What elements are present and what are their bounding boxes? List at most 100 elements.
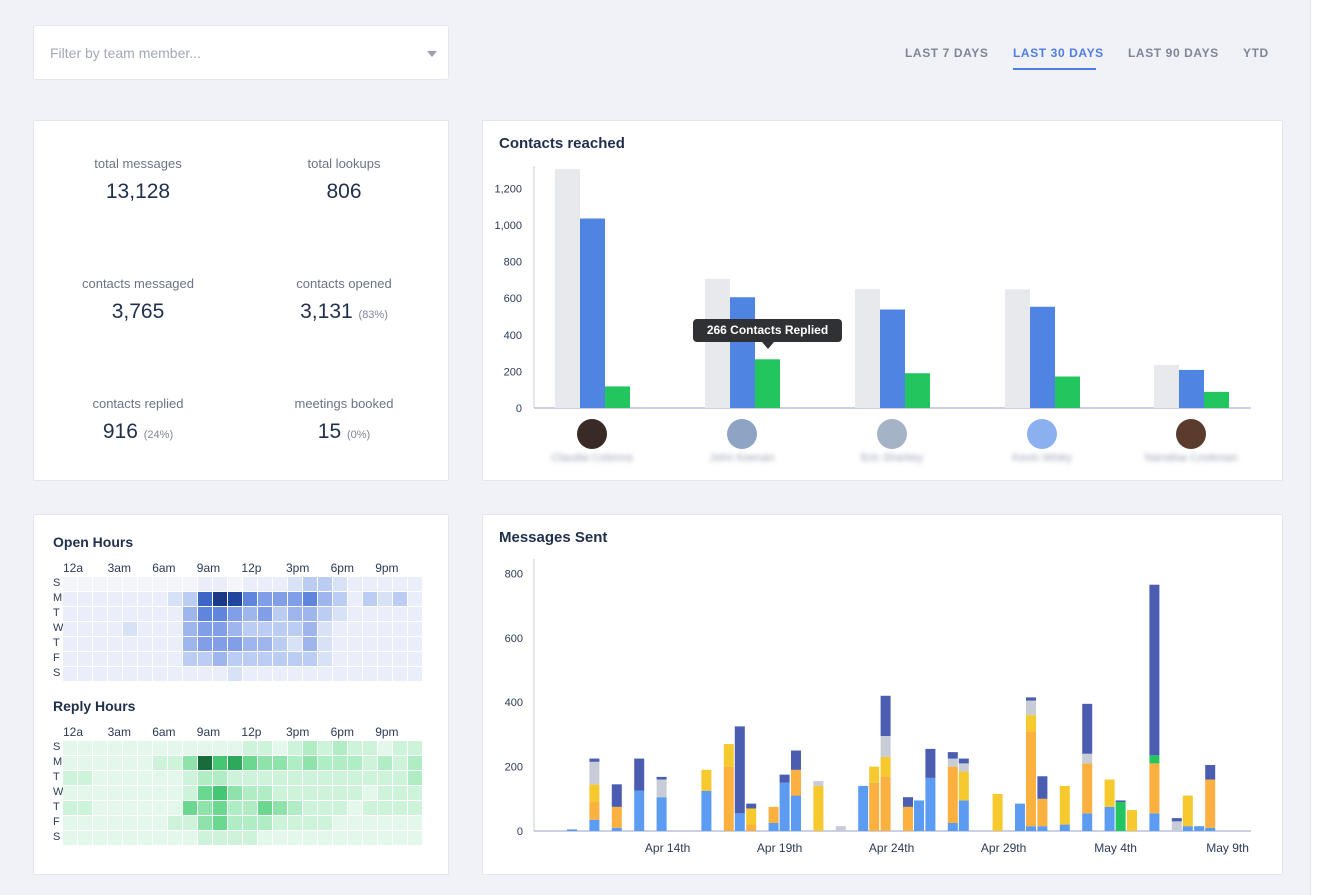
bar-segment-ms_navy[interactable]	[791, 750, 801, 770]
bar-segment-ms_orange[interactable]	[1082, 763, 1093, 814]
bar-segment-ms_blue[interactable]	[1182, 826, 1193, 831]
bar-opened[interactable]	[1030, 306, 1055, 408]
bar-segment-ms_navy[interactable]	[634, 758, 645, 791]
bar-segment-ms_navy[interactable]	[611, 784, 622, 807]
bar-segment-ms_green[interactable]	[1115, 802, 1126, 831]
bar-replied[interactable]	[1055, 376, 1080, 408]
bar-segment-ms_blue[interactable]	[567, 829, 577, 831]
bar-messaged[interactable]	[1005, 289, 1030, 408]
bar-segment-ms_orange[interactable]	[869, 782, 880, 831]
bar-segment-ms_blue[interactable]	[1104, 806, 1115, 831]
avatar[interactable]	[1176, 419, 1206, 449]
bar-segment-ms_yellow[interactable]	[880, 756, 891, 777]
bar-segment-ms_orange[interactable]	[903, 806, 913, 831]
bar-segment-ms_orange[interactable]	[1037, 798, 1048, 827]
bar-segment-ms_orange[interactable]	[611, 806, 622, 828]
chevron-down-icon[interactable]	[427, 51, 437, 57]
bar-messaged[interactable]	[555, 169, 580, 408]
bar-segment-ms_blue[interactable]	[768, 822, 779, 831]
bar-segment-ms_gray[interactable]	[589, 761, 600, 785]
bar-segment-ms_yellow[interactable]	[701, 769, 712, 791]
bar-messaged[interactable]	[855, 289, 880, 408]
bar-opened[interactable]	[580, 218, 605, 408]
bar-segment-ms_yellow[interactable]	[992, 793, 1003, 831]
bar-opened[interactable]	[730, 297, 755, 408]
bar-segment-ms_navy[interactable]	[1149, 584, 1160, 756]
bar-segment-ms_orange[interactable]	[1205, 779, 1216, 828]
bar-segment-ms_navy[interactable]	[1171, 818, 1182, 822]
bar-segment-ms_navy[interactable]	[958, 758, 969, 764]
bar-segment-ms_orange[interactable]	[723, 766, 734, 831]
avatar[interactable]	[877, 419, 907, 449]
bar-segment-ms_navy[interactable]	[746, 803, 757, 809]
bar-segment-ms_yellow[interactable]	[1182, 795, 1193, 827]
bar-segment-ms_navy[interactable]	[656, 776, 667, 780]
bar-segment-ms_orange[interactable]	[1026, 731, 1036, 827]
team-member-filter[interactable]: Filter by team member...	[33, 25, 449, 80]
bar-segment-ms_gray[interactable]	[880, 736, 891, 757]
bar-segment-ms_gray[interactable]	[1026, 700, 1036, 716]
tab-ytd[interactable]: YTD	[1243, 46, 1269, 60]
bar-segment-ms_navy[interactable]	[1115, 800, 1126, 803]
bar-segment-ms_gray[interactable]	[1082, 753, 1093, 764]
bar-messaged[interactable]	[1154, 364, 1179, 408]
bar-segment-ms_navy[interactable]	[947, 752, 958, 759]
bar-segment-ms_blue[interactable]	[1082, 813, 1093, 831]
bar-segment-ms_blue[interactable]	[634, 790, 645, 831]
bar-segment-ms_blue[interactable]	[589, 819, 600, 831]
bar-segment-ms_blue[interactable]	[858, 785, 869, 831]
bar-segment-ms_yellow[interactable]	[1127, 810, 1137, 831]
bar-segment-ms_navy[interactable]	[1026, 697, 1036, 701]
tab-last-7-days[interactable]: LAST 7 DAYS	[905, 46, 989, 60]
bar-segment-ms_blue[interactable]	[958, 800, 969, 831]
bar-segment-ms_blue[interactable]	[611, 827, 622, 831]
bar-segment-ms_orange[interactable]	[768, 806, 779, 823]
bar-opened[interactable]	[1179, 369, 1204, 408]
bar-segment-ms_yellow[interactable]	[958, 771, 969, 801]
bar-segment-ms_blue[interactable]	[1205, 827, 1216, 831]
bar-segment-ms_blue[interactable]	[1026, 826, 1036, 831]
bar-segment-ms_yellow[interactable]	[813, 785, 824, 831]
bar-segment-ms_yellow[interactable]	[1059, 785, 1070, 825]
bar-segment-ms_navy[interactable]	[925, 748, 936, 778]
bar-segment-ms_blue[interactable]	[1149, 813, 1160, 831]
bar-segment-ms_gray[interactable]	[1171, 821, 1182, 831]
bar-segment-ms_green[interactable]	[1149, 755, 1160, 764]
bar-segment-ms_orange[interactable]	[791, 769, 801, 796]
bar-segment-ms_yellow[interactable]	[746, 808, 757, 825]
bar-segment-ms_yellow[interactable]	[723, 744, 734, 767]
avatar[interactable]	[1027, 419, 1057, 449]
tab-last-90-days[interactable]: LAST 90 DAYS	[1128, 46, 1219, 60]
bar-segment-ms_blue[interactable]	[1059, 824, 1070, 831]
bar-opened[interactable]	[880, 309, 905, 408]
bar-segment-ms_blue[interactable]	[779, 782, 790, 831]
bar-messaged[interactable]	[705, 278, 730, 408]
bar-segment-ms_blue[interactable]	[914, 800, 924, 831]
bar-segment-ms_navy[interactable]	[779, 774, 790, 783]
bar-segment-ms_gray[interactable]	[835, 826, 846, 831]
tab-last-30-days[interactable]: LAST 30 DAYS	[1013, 46, 1104, 60]
bar-segment-ms_blue[interactable]	[791, 795, 801, 831]
bar-segment-ms_blue[interactable]	[734, 813, 745, 831]
bar-segment-ms_blue[interactable]	[947, 822, 958, 831]
bar-segment-ms_yellow[interactable]	[1104, 779, 1115, 807]
bar-segment-ms_blue[interactable]	[656, 797, 667, 831]
bar-segment-ms_orange[interactable]	[880, 776, 891, 831]
bar-segment-ms_navy[interactable]	[1082, 703, 1093, 754]
bar-segment-ms_gray[interactable]	[656, 779, 667, 798]
bar-replied[interactable]	[905, 373, 930, 408]
bar-segment-ms_gray[interactable]	[958, 763, 969, 772]
bar-segment-ms_orange[interactable]	[947, 766, 958, 823]
bar-segment-ms_navy[interactable]	[1205, 765, 1216, 780]
bar-segment-ms_yellow[interactable]	[589, 784, 600, 803]
bar-segment-ms_navy[interactable]	[880, 695, 891, 737]
bar-segment-ms_blue[interactable]	[1015, 803, 1025, 831]
bar-segment-ms_orange[interactable]	[589, 802, 600, 820]
avatar[interactable]	[577, 419, 607, 449]
bar-replied[interactable]	[1204, 391, 1229, 408]
bar-segment-ms_orange[interactable]	[1149, 763, 1160, 814]
bar-segment-ms_gray[interactable]	[947, 758, 958, 767]
bar-segment-ms_blue[interactable]	[1037, 826, 1048, 831]
bar-segment-ms_navy[interactable]	[734, 726, 745, 814]
bar-replied[interactable]	[605, 386, 630, 408]
